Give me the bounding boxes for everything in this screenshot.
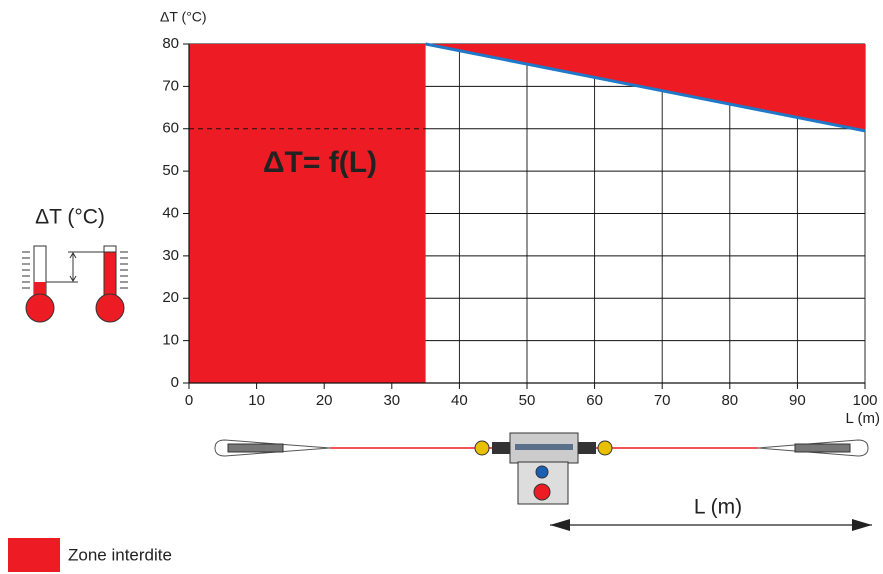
x-tick-label: 10	[248, 392, 265, 409]
y-tick-label: 70	[162, 77, 179, 94]
x-tick-label: 90	[789, 392, 806, 409]
y-tick-label: 50	[162, 162, 179, 179]
length-label: L (m)	[694, 496, 742, 519]
forbidden-zone	[189, 44, 426, 383]
y-tick-label: 80	[162, 35, 179, 52]
thermometer-illustration: ΔT (°C)	[22, 206, 128, 322]
x-tick-label: 80	[721, 392, 738, 409]
legend-swatch	[8, 538, 60, 572]
x-tick-label: 50	[519, 392, 536, 409]
y-tick-label: 10	[162, 332, 179, 349]
y-tick-label: 60	[162, 120, 179, 137]
chart: 0 10 20 30 40 50 60 70 80 90 100 0 10 20 30 40 50 60 70 80 Δ…	[0, 0, 883, 574]
y-tick-label: 20	[162, 289, 179, 306]
legend: Zone interdite	[8, 538, 172, 572]
legend-label: Zone interdite	[68, 545, 172, 564]
x-tick-label: 0	[185, 392, 193, 409]
y-tick-label: 0	[171, 374, 179, 391]
rope-switch-illustration: L (m)	[215, 433, 872, 531]
annotation: ΔT= f(L)	[263, 146, 377, 179]
x-tick-label: 40	[451, 392, 468, 409]
y-tick-label: 40	[162, 204, 179, 221]
x-tick-label: 70	[654, 392, 671, 409]
x-tick-label: 30	[383, 392, 400, 409]
y-axis-label: ΔT (°C)	[160, 9, 207, 25]
y-tick-label: 30	[162, 247, 179, 264]
x-tick-label: 20	[316, 392, 333, 409]
x-tick-label: 60	[586, 392, 603, 409]
plot-area: 0 10 20 30 40 50 60 70 80 90 100 0 10 20 30 40 50 60 70 80 Δ…	[160, 9, 880, 427]
delta-label: ΔT (°C)	[35, 206, 105, 229]
x-tick-label: 100	[852, 392, 877, 409]
x-axis-label: L (m)	[846, 410, 880, 427]
